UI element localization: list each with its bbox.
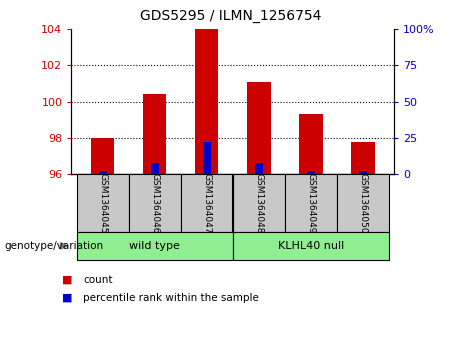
Text: percentile rank within the sample: percentile rank within the sample xyxy=(83,293,259,303)
Text: GSM1364047: GSM1364047 xyxy=(202,173,211,233)
Bar xyxy=(151,163,159,174)
Text: GDS5295 / ILMN_1256754: GDS5295 / ILMN_1256754 xyxy=(140,9,321,23)
Text: wild type: wild type xyxy=(129,241,180,251)
Bar xyxy=(255,163,263,174)
Bar xyxy=(299,114,323,174)
Text: ■: ■ xyxy=(62,274,73,285)
Bar xyxy=(129,174,181,232)
Bar xyxy=(91,138,114,174)
Bar xyxy=(351,142,375,174)
Bar xyxy=(181,174,233,232)
Text: genotype/variation: genotype/variation xyxy=(5,241,104,251)
Bar xyxy=(337,174,389,232)
Bar xyxy=(247,82,271,174)
Text: GSM1364046: GSM1364046 xyxy=(150,173,159,233)
Bar xyxy=(99,171,106,174)
Text: ■: ■ xyxy=(62,293,73,303)
Bar xyxy=(233,174,285,232)
Bar xyxy=(143,94,166,174)
Bar xyxy=(203,142,211,174)
Text: KLHL40 null: KLHL40 null xyxy=(278,241,344,251)
Bar xyxy=(307,171,315,174)
Text: GSM1364050: GSM1364050 xyxy=(358,173,367,234)
Bar xyxy=(77,174,129,232)
Bar xyxy=(285,174,337,232)
Bar xyxy=(77,232,233,260)
Bar xyxy=(233,232,389,260)
Text: count: count xyxy=(83,274,112,285)
Bar xyxy=(195,29,219,174)
Bar xyxy=(359,171,367,174)
Text: GSM1364048: GSM1364048 xyxy=(254,173,263,233)
Text: GSM1364049: GSM1364049 xyxy=(307,173,315,233)
Text: GSM1364045: GSM1364045 xyxy=(98,173,107,233)
